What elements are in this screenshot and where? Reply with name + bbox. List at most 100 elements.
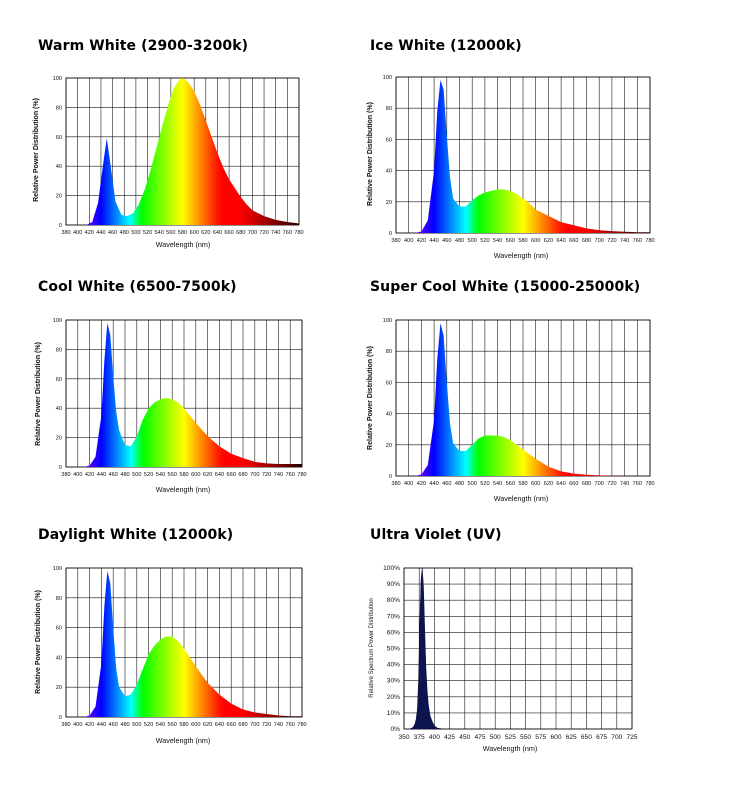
y-tick-label: 100%	[383, 565, 400, 572]
x-tick-label: 620	[203, 472, 212, 478]
x-tick-label: 520	[144, 722, 153, 728]
x-tick-label: 450	[459, 734, 470, 741]
x-tick-label: 500	[490, 734, 501, 741]
x-tick-label: 400	[404, 481, 413, 487]
x-tick-labels: 380 400 420 440 460 480 500 520 540 560 580 600 620 6…	[391, 238, 654, 244]
y-tick-label: 40	[56, 655, 62, 661]
x-tick-label: 780	[297, 722, 306, 728]
x-tick-label: 575	[535, 734, 546, 741]
x-tick-label: 480	[120, 722, 129, 728]
x-tick-label: 640	[213, 230, 222, 236]
y-tick-label: 0	[59, 715, 62, 721]
x-tick-label: 780	[645, 481, 654, 487]
x-tick-label: 740	[274, 472, 283, 478]
x-tick-labels: 380 400 420 440 460 480 500 520 540 560 580 600 620 6…	[391, 481, 654, 487]
x-tick-label: 600	[189, 230, 198, 236]
x-tick-label: 780	[294, 230, 303, 236]
y-tick-label: 70%	[387, 613, 400, 620]
x-tick-label: 760	[633, 481, 642, 487]
x-tick-label: 480	[455, 481, 464, 487]
y-axis-label: Relative Power Distribution (%)	[33, 98, 40, 202]
x-tick-label: 380	[391, 238, 400, 244]
y-tick-label: 80	[56, 347, 62, 353]
x-tick-label: 760	[283, 230, 292, 236]
y-tick-labels: 0 20 40 60 80 100	[53, 566, 62, 721]
x-tick-label: 740	[620, 481, 629, 487]
y-tick-label: 20	[56, 685, 62, 691]
chart-title: Ultra Violet (UV)	[370, 527, 502, 543]
x-tick-labels: 380 400 420 440 460 480 500 520 540 560 580 600 620 6…	[61, 230, 303, 236]
y-tick-label: 80	[56, 105, 62, 111]
x-tick-label: 500	[468, 481, 477, 487]
x-tick-label: 540	[156, 472, 165, 478]
x-tick-label: 700	[611, 734, 622, 741]
y-tick-label: 20	[386, 200, 392, 206]
x-tick-label: 640	[556, 481, 565, 487]
chart-title: Super Cool White (15000-25000k)	[370, 279, 641, 295]
y-tick-labels: 0 20 40 60 80 100	[383, 318, 392, 480]
x-tick-label: 540	[156, 722, 165, 728]
x-tick-label: 640	[215, 722, 224, 728]
series-area	[396, 80, 650, 234]
x-tick-label: 350	[398, 734, 409, 741]
x-tick-label: 440	[97, 722, 106, 728]
x-tick-label: 725	[626, 734, 637, 741]
x-tick-label: 420	[417, 481, 426, 487]
y-axis-label: Relative Spectrum Power Distribution	[369, 598, 375, 697]
x-tick-label: 380	[391, 481, 400, 487]
x-tick-label: 380	[61, 230, 70, 236]
x-tick-label: 600	[191, 722, 200, 728]
x-axis-label: Wavelength (nm)	[156, 485, 210, 494]
x-tick-labels: 350 375 400 425 450 475 500 525 550 575 600 625 650 6…	[398, 734, 637, 741]
x-tick-label: 520	[480, 238, 489, 244]
y-tick-labels: 0 20 40 60 80 100	[383, 75, 392, 237]
x-tick-label: 500	[132, 722, 141, 728]
y-tick-label: 40%	[387, 662, 400, 669]
x-tick-label: 620	[203, 722, 212, 728]
y-tick-label: 60	[386, 137, 392, 143]
x-tick-label: 760	[286, 472, 295, 478]
x-tick-label: 675	[596, 734, 607, 741]
x-tick-label: 560	[168, 722, 177, 728]
y-tick-labels: 0 20 40 60 80 100	[53, 318, 62, 471]
y-tick-label: 100	[53, 318, 62, 324]
y-tick-label: 60%	[387, 629, 400, 636]
x-tick-label: 500	[131, 230, 140, 236]
x-tick-label: 580	[518, 238, 527, 244]
x-tick-label: 620	[201, 230, 210, 236]
y-axis-label: Relative Power Distribution (%)	[367, 346, 374, 450]
x-tick-label: 520	[480, 481, 489, 487]
x-tick-label: 540	[155, 230, 164, 236]
y-tick-label: 40	[386, 169, 392, 175]
y-tick-label: 100	[53, 76, 62, 82]
y-tick-label: 40	[386, 412, 392, 418]
x-axis-label: Wavelength (nm)	[156, 736, 210, 745]
x-tick-label: 375	[414, 734, 425, 741]
y-tick-label: 20	[56, 436, 62, 442]
chart-title: Ice White (12000k)	[370, 38, 522, 54]
x-tick-label: 520	[144, 472, 153, 478]
x-tick-label: 420	[417, 238, 426, 244]
y-tick-label: 50%	[387, 646, 400, 653]
y-tick-label: 100	[53, 566, 62, 572]
y-tick-label: 40	[56, 406, 62, 412]
series-area	[66, 570, 302, 717]
x-tick-label: 380	[61, 472, 70, 478]
x-tick-label: 660	[569, 481, 578, 487]
x-tick-label: 400	[73, 472, 82, 478]
y-axis-label: Relative Power Distribution (%)	[367, 102, 374, 206]
y-tick-label: 30%	[387, 678, 400, 685]
x-tick-label: 760	[633, 238, 642, 244]
series-area	[66, 78, 299, 225]
x-tick-label: 760	[286, 722, 295, 728]
x-tick-label: 500	[132, 472, 141, 478]
x-tick-label: 520	[143, 230, 152, 236]
y-tick-label: 80	[386, 349, 392, 355]
x-tick-label: 560	[166, 230, 175, 236]
x-tick-label: 720	[607, 481, 616, 487]
x-tick-label: 580	[178, 230, 187, 236]
x-tick-label: 640	[215, 472, 224, 478]
